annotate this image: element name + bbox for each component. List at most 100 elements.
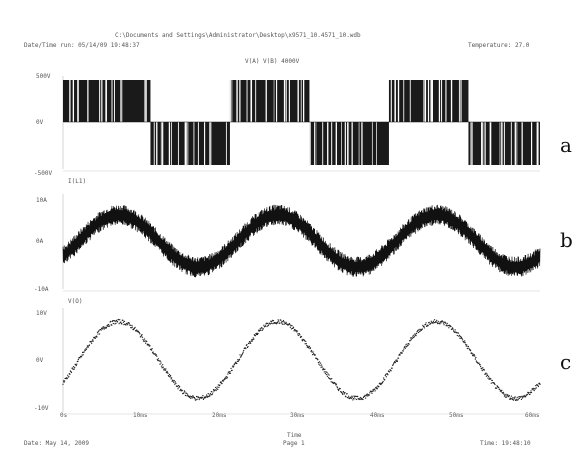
panel-c-point <box>466 347 469 350</box>
panel-c-point <box>228 372 231 374</box>
panel-c-point <box>63 380 66 382</box>
panel-c-point <box>105 326 108 329</box>
panel-c-point <box>263 324 265 326</box>
panel-c-point <box>530 391 533 394</box>
panel-c-point <box>177 384 180 387</box>
panel-c-point <box>503 393 505 395</box>
panel-c-point <box>330 381 332 383</box>
panel-c-point <box>533 389 535 392</box>
panel-c-point <box>86 345 89 347</box>
panel-a-title: V(A) V(B) 4000V <box>245 58 300 65</box>
panel-c-point <box>276 322 278 324</box>
panel-c-point <box>305 340 307 343</box>
panel-c-point <box>264 325 267 327</box>
panel-c-point <box>500 391 502 393</box>
panel-c-point <box>503 395 506 397</box>
panel-c-point <box>125 324 127 326</box>
panel-c-point <box>439 323 441 325</box>
panel-c-point <box>327 377 330 379</box>
panel-c-point <box>345 396 347 398</box>
panel-c-point <box>226 377 228 380</box>
panel-c-point <box>163 368 165 370</box>
panel-c-point <box>241 353 243 356</box>
panel-c-point <box>205 395 207 398</box>
panel-c-point <box>446 324 448 326</box>
panel-c-point <box>341 392 343 395</box>
x-tick-2: 20ms <box>212 412 227 419</box>
panel-c-point <box>269 323 271 325</box>
x-axis-label: Time <box>287 432 302 439</box>
panel-c-point <box>322 367 324 370</box>
panel-c-point <box>393 361 395 364</box>
panel-c-point <box>512 399 515 401</box>
panel-c-point <box>406 343 408 345</box>
panel-c-point <box>252 337 254 339</box>
panel-c-point <box>481 369 483 372</box>
panel-c-point <box>432 320 435 322</box>
panel-c-point <box>98 329 100 332</box>
panel-c-point <box>210 394 212 396</box>
panel-c-point <box>282 320 285 322</box>
panel-c-point <box>528 391 530 394</box>
x-tick-1: 10ms <box>133 412 148 419</box>
panel-c-point <box>388 371 391 373</box>
panel-c-point <box>280 319 282 321</box>
panel-c-point <box>465 345 467 347</box>
panel-c-point <box>313 352 315 355</box>
panel-c-point <box>214 389 216 391</box>
panel-c-point <box>504 394 506 396</box>
panel-c-point <box>157 358 160 360</box>
panel-c-point <box>397 357 400 359</box>
panel-c-point <box>279 322 281 324</box>
panel-c-point <box>209 392 211 395</box>
panel-c-point <box>185 392 188 394</box>
panel-c-point <box>514 399 517 401</box>
panel-c-point <box>194 398 196 400</box>
panel-c-point <box>321 366 323 368</box>
panel-c-point <box>501 389 503 392</box>
panel-b-title: I(L1) <box>68 178 87 185</box>
panel-c-point <box>154 353 156 355</box>
panel-c-point <box>281 323 284 325</box>
panel-c-point <box>134 326 136 329</box>
panel-c-point <box>176 385 179 387</box>
panel-c-point <box>372 389 374 391</box>
panel-c-point <box>238 358 241 360</box>
panel-c-point <box>472 353 474 355</box>
panel-c-point <box>325 374 328 376</box>
panel-c-point <box>66 377 68 380</box>
panel-c-point <box>448 327 450 329</box>
panel-c-point <box>193 396 196 399</box>
panel-c-point <box>220 381 222 383</box>
panel-c-point <box>486 374 489 377</box>
panel-c-point <box>198 396 200 399</box>
panel-c-point <box>485 372 487 374</box>
panel-c-point <box>289 323 291 325</box>
panel-c-point <box>102 326 104 328</box>
pwm-block-1 <box>150 122 230 165</box>
panel-c-point <box>143 338 146 340</box>
panel-c-point <box>309 347 312 349</box>
panel-c-point <box>427 324 429 327</box>
panel-c-point <box>146 340 148 343</box>
panel-c-point <box>518 396 520 398</box>
panel-c-point <box>233 365 235 367</box>
panel-c-point <box>452 328 454 330</box>
panel-c-point <box>451 327 454 329</box>
panel-c-point <box>186 395 188 397</box>
panel-c-point <box>172 380 174 382</box>
panel-c-point <box>463 341 465 344</box>
panel-c-point <box>359 396 361 399</box>
panel-c-point <box>115 319 118 321</box>
panel-c-point <box>320 366 322 368</box>
panel-c-point <box>266 322 269 325</box>
panel-c-point <box>266 325 268 328</box>
panel-c-point <box>281 321 283 323</box>
panel-c-point <box>77 358 80 361</box>
panel-c-point <box>360 398 362 401</box>
panel-c-point <box>171 377 173 379</box>
panel-c-point <box>304 343 306 345</box>
panel-c-point <box>376 386 378 388</box>
panel-c-point <box>538 382 541 384</box>
panel-c-point <box>405 344 407 346</box>
